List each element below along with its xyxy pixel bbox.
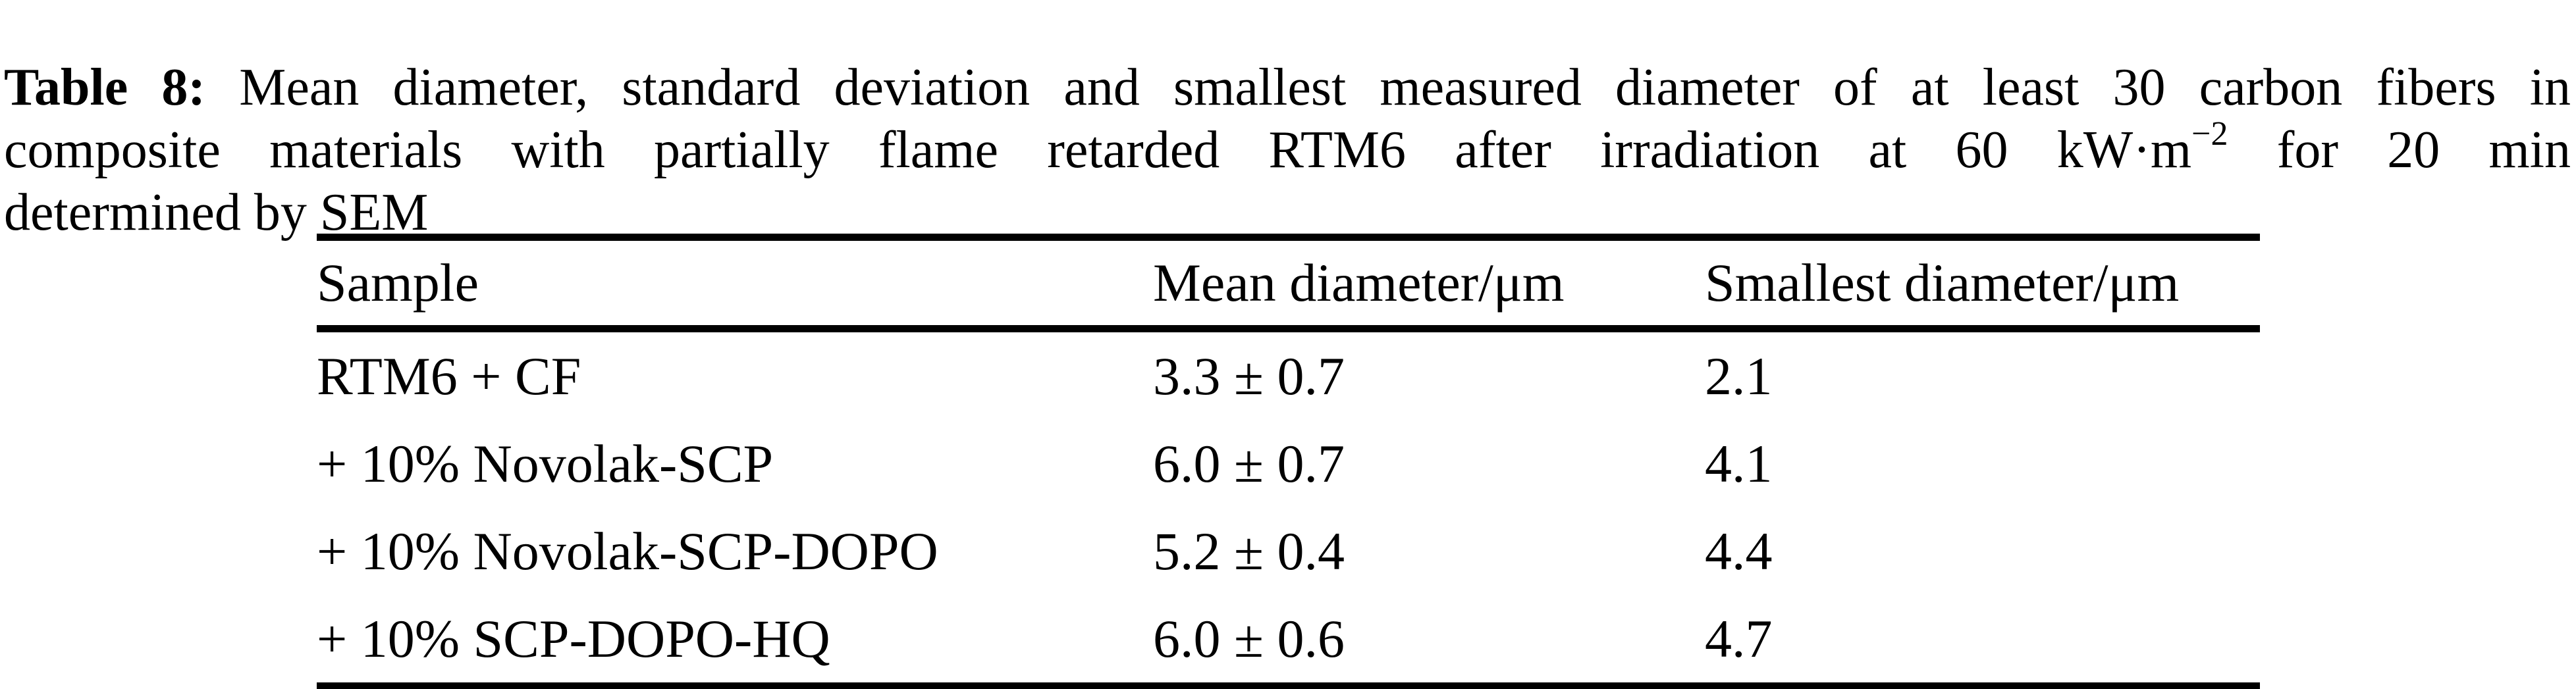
caption-line-1: Table 8: Mean diameter, standard deviati…	[4, 57, 2571, 119]
cell-smallest: 4.1	[1705, 433, 1773, 494]
table-row-scp-dopo-hq: + 10% SCP-DOPO-HQ 6.0 ± 0.6 4.7	[317, 595, 2260, 687]
data-table: Sample Mean diameter/μm Smallest diamete…	[317, 234, 2260, 689]
table-caption: Table 8: Mean diameter, standard deviati…	[4, 57, 2571, 244]
caption-line-2: composite materials with partially flame…	[4, 115, 2571, 180]
col-header-smallest-diameter: Smallest diameter/μm	[1705, 237, 2260, 332]
cell-smallest: 2.1	[1705, 345, 1773, 406]
caption-line-3: determined by SEM	[4, 184, 429, 242]
cell-smallest: 4.4	[1705, 521, 1773, 581]
col-header-sample: Sample	[317, 237, 1153, 332]
table-row-novolak-scp: + 10% Novolak-SCP 6.0 ± 0.7 4.1	[317, 420, 2260, 507]
caption-line-2-tail: for 20 min	[2228, 121, 2571, 179]
table-row-novolak-scp-dopo: + 10% Novolak-SCP-DOPO 5.2 ± 0.4 4.4	[317, 507, 2260, 595]
cell-mean: 6.0 ± 0.7	[1153, 433, 1345, 494]
measurements-table: Sample Mean diameter/μm Smallest diamete…	[317, 234, 2260, 689]
cell-mean: 5.2 ± 0.4	[1153, 521, 1345, 581]
cell-sample: + 10% Novolak-SCP	[317, 433, 774, 494]
header-row: Sample Mean diameter/μm Smallest diamete…	[317, 237, 2260, 332]
cell-mean: 6.0 ± 0.6	[1153, 608, 1345, 669]
table-row-rtm6-cf: RTM6 + CF 3.3 ± 0.7 2.1	[317, 329, 2260, 421]
cell-sample: + 10% Novolak-SCP-DOPO	[317, 521, 938, 581]
cell-mean: 3.3 ± 0.7	[1153, 345, 1345, 406]
caption-line-2-text: composite materials with partially flame…	[4, 121, 2192, 179]
cell-sample: + 10% SCP-DOPO-HQ	[317, 608, 830, 669]
caption-table-label: Table 8:	[4, 59, 206, 116]
caption-line-1-text: Mean diameter, standard deviation and sm…	[205, 59, 2571, 116]
cell-sample: RTM6 + CF	[317, 345, 581, 406]
cell-smallest: 4.7	[1705, 608, 1773, 669]
col-header-mean-diameter: Mean diameter/μm	[1153, 237, 1705, 332]
